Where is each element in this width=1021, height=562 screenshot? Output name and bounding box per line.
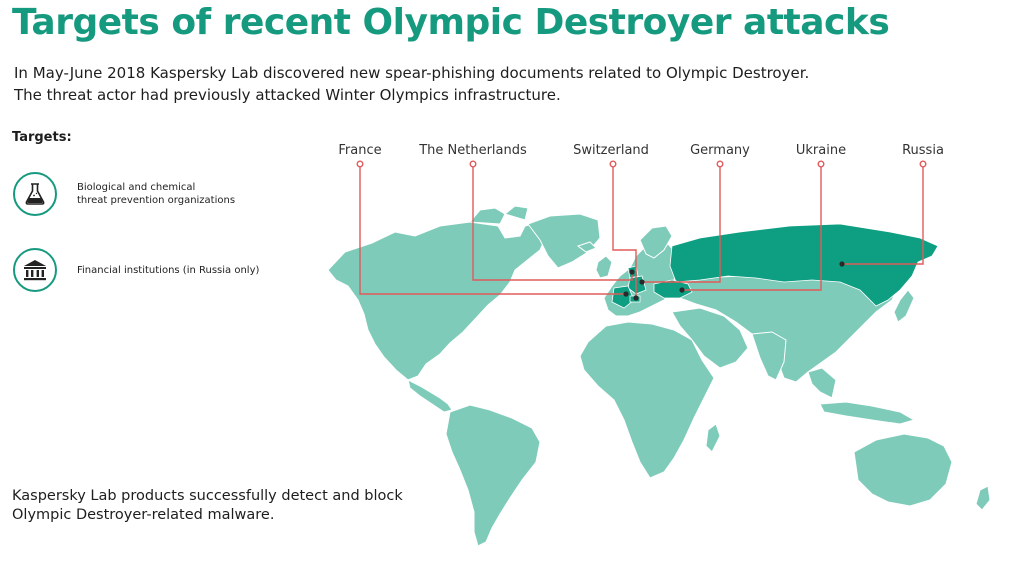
connector-endpoints	[356, 160, 927, 168]
africa	[579, 321, 715, 479]
target-bio-chem: Biological and chemical threat preventio…	[13, 172, 235, 216]
russia-marker-top	[919, 160, 927, 168]
netherlands-connector	[472, 164, 633, 281]
target-bio-chem-line-2: threat prevention organizations	[77, 195, 236, 206]
label-germany: Germany	[690, 143, 750, 158]
germany-connector	[642, 164, 721, 283]
germany-marker-top	[716, 160, 724, 168]
target-financial-label: Financial institutions (in Russia only)	[77, 264, 259, 277]
target-financial-line-1: Financial institutions (in Russia only)	[77, 264, 260, 276]
madagascar	[705, 423, 721, 453]
uk	[595, 255, 613, 279]
france-region	[611, 285, 635, 309]
label-russia: Russia	[902, 143, 944, 158]
intro-line-2: The threat actor had previously attacked…	[14, 86, 561, 104]
scandinavia	[639, 225, 673, 259]
ukraine-marker-top	[817, 160, 825, 168]
ukraine-region	[653, 279, 693, 299]
connector-targets	[623, 261, 845, 301]
japan	[893, 289, 915, 323]
switzerland-dot	[633, 295, 639, 301]
netherlands-dot	[629, 269, 635, 275]
netherlands-marker-top	[469, 160, 477, 168]
middle-east	[671, 307, 749, 369]
north-america	[327, 221, 549, 381]
country-labels: France The Netherlands Switzerland Germa…	[338, 143, 944, 158]
russia-connector	[842, 164, 924, 265]
label-switzerland: Switzerland	[573, 143, 649, 158]
france-marker-top	[356, 160, 364, 168]
label-netherlands: The Netherlands	[418, 143, 527, 158]
world-landmass	[327, 205, 991, 547]
central-america	[407, 379, 453, 413]
australia	[853, 433, 953, 507]
target-financial: Financial institutions (in Russia only)	[13, 248, 259, 292]
switzerland-connector	[612, 164, 637, 298]
france-dot	[623, 291, 629, 297]
indonesia	[819, 401, 916, 425]
footer-line-2: Olympic Destroyer-related malware.	[12, 507, 275, 523]
india	[751, 331, 787, 381]
page-title: Targets of recent Olympic Destroyer atta…	[12, 2, 890, 43]
russia-region	[669, 223, 939, 307]
targets-heading: Targets:	[12, 130, 72, 145]
ukraine-connector	[682, 164, 822, 291]
connector-lines	[359, 164, 924, 298]
greenland	[527, 213, 601, 269]
russia-dot	[839, 261, 845, 267]
switzerland-marker-top	[609, 160, 617, 168]
ukraine-dot	[679, 287, 685, 293]
intro-line-1: In May-June 2018 Kaspersky Lab discovere…	[14, 64, 810, 82]
south-america	[445, 404, 541, 547]
label-ukraine: Ukraine	[796, 143, 846, 158]
france-connector	[359, 164, 626, 295]
footer-line-1: Kaspersky Lab products successfully dete…	[12, 488, 403, 504]
footer-text: Kaspersky Lab products successfully dete…	[12, 487, 403, 525]
highlighted-countries	[611, 223, 939, 309]
germany-dot	[639, 279, 645, 285]
target-bio-chem-line-1: Biological and chemical	[77, 182, 196, 193]
intro-text: In May-June 2018 Kaspersky Lab discovere…	[14, 62, 809, 106]
flask-icon	[13, 172, 57, 216]
target-bio-chem-label: Biological and chemical threat preventio…	[77, 181, 235, 207]
bank-icon	[13, 248, 57, 292]
label-france: France	[338, 143, 381, 158]
